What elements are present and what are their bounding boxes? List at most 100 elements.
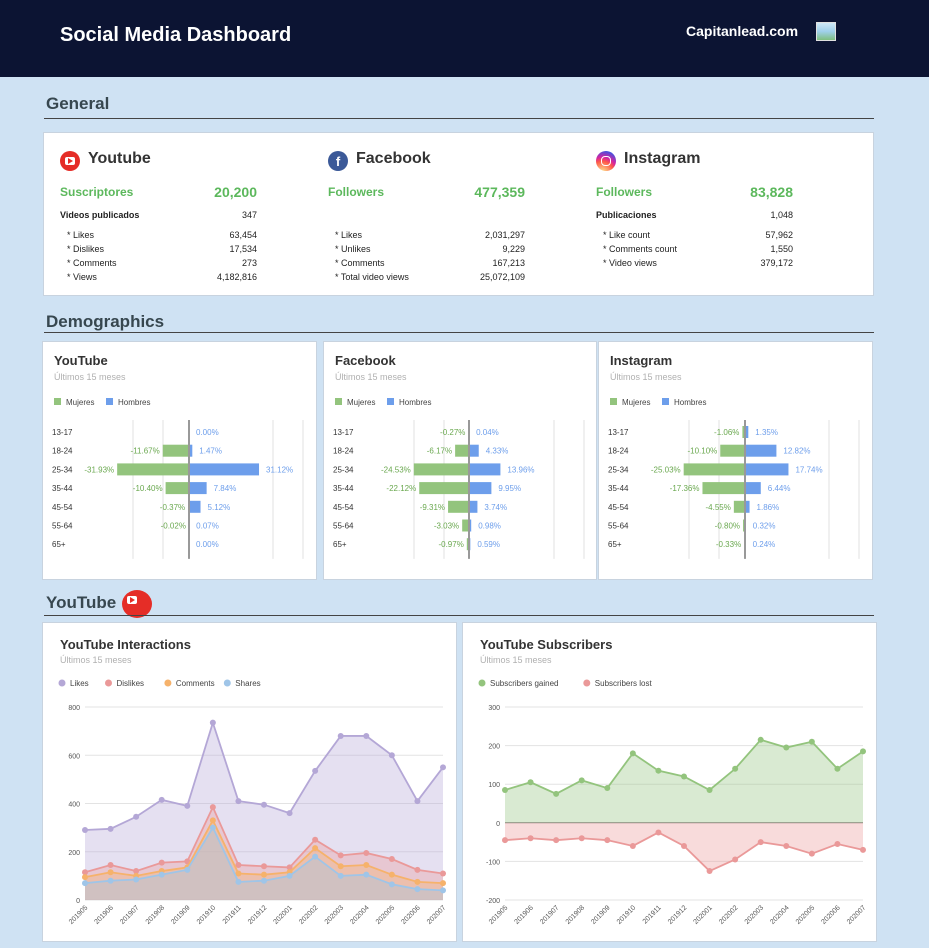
chart-title: YouTube Interactions xyxy=(60,637,191,652)
x-tick-label: 202004 xyxy=(769,904,791,926)
data-point xyxy=(184,803,190,809)
data-point xyxy=(312,768,318,774)
section-divider xyxy=(44,332,874,333)
data-point xyxy=(414,798,420,804)
data-point xyxy=(133,814,139,820)
data-point xyxy=(82,874,88,880)
chart-subtitle: Últimos 15 meses xyxy=(335,372,407,382)
data-point xyxy=(553,791,559,797)
data-point xyxy=(502,837,508,843)
data-label: 0.07% xyxy=(196,522,219,531)
data-label: -0.27% xyxy=(440,428,465,437)
data-point xyxy=(210,804,216,810)
facebook-icon: f xyxy=(328,151,348,171)
data-point xyxy=(630,843,636,849)
legend-marker xyxy=(105,680,112,687)
data-point xyxy=(758,839,764,845)
bar-hombres xyxy=(469,463,500,475)
data-label: -0.80% xyxy=(715,522,740,531)
x-tick-label: 202005 xyxy=(795,904,817,926)
data-point xyxy=(707,787,713,793)
y-tick-label: 800 xyxy=(68,705,80,712)
x-tick-label: 201907 xyxy=(119,904,141,926)
data-point xyxy=(235,798,241,804)
data-point xyxy=(108,878,114,884)
metric-label: * Likes xyxy=(335,230,362,240)
data-label: -25.03% xyxy=(651,465,681,474)
data-label: -4.55% xyxy=(705,503,730,512)
network-name: Instagram xyxy=(624,150,700,168)
chart-subtitle: Últimos 15 meses xyxy=(480,655,552,665)
network-name: Facebook xyxy=(356,150,431,168)
data-label: -3.03% xyxy=(434,522,459,531)
metric-value: 25,072,109 xyxy=(448,272,525,282)
data-point xyxy=(579,777,585,783)
age-label: 55-64 xyxy=(333,522,354,531)
section-title-youtube: YouTube xyxy=(46,593,116,613)
y-tick-label: 400 xyxy=(68,802,80,809)
bar-mujeres xyxy=(684,463,745,475)
age-label: 25-34 xyxy=(52,465,73,474)
x-tick-label: 201909 xyxy=(590,904,612,926)
data-label: -17.36% xyxy=(670,484,700,493)
data-point xyxy=(732,766,738,772)
data-point xyxy=(312,845,318,851)
data-point xyxy=(338,863,344,869)
data-point xyxy=(363,733,369,739)
data-point xyxy=(860,748,866,754)
data-point xyxy=(440,764,446,770)
brand-name[interactable]: Capitanlead.com xyxy=(686,23,798,39)
data-point xyxy=(261,878,267,884)
legend-label: Shares xyxy=(235,679,260,688)
data-point xyxy=(502,787,508,793)
data-point xyxy=(82,827,88,833)
kpi-value: 477,359 xyxy=(428,184,525,200)
data-point xyxy=(604,837,610,843)
data-point xyxy=(834,841,840,847)
age-label: 25-34 xyxy=(608,465,629,474)
data-label: -1.06% xyxy=(714,428,739,437)
data-point xyxy=(389,881,395,887)
chart-title: YouTube xyxy=(54,353,108,368)
data-point xyxy=(414,886,420,892)
x-tick-label: 202006 xyxy=(820,904,842,926)
instagram-icon xyxy=(596,151,616,171)
sub-label: Videos publicados xyxy=(60,210,139,220)
y-tick-label: -200 xyxy=(486,898,500,905)
metric-value: 4,182,816 xyxy=(180,272,257,282)
y-tick-label: 100 xyxy=(488,782,500,789)
age-label: 45-54 xyxy=(333,503,354,512)
age-label: 45-54 xyxy=(608,503,629,512)
age-label: 18-24 xyxy=(52,447,73,456)
age-label: 25-34 xyxy=(333,465,354,474)
age-label: 18-24 xyxy=(608,447,629,456)
bar-mujeres xyxy=(462,520,469,532)
section-title-general: General xyxy=(46,94,109,114)
bar-hombres xyxy=(189,482,207,494)
x-tick-label: 201908 xyxy=(145,904,167,926)
x-tick-label: 201911 xyxy=(642,904,663,925)
dashboard-title: Social Media Dashboard xyxy=(60,24,291,47)
data-point xyxy=(159,860,165,866)
data-point xyxy=(159,797,165,803)
metric-value: 17,534 xyxy=(180,244,257,254)
metric-value: 379,172 xyxy=(716,258,793,268)
data-point xyxy=(210,817,216,823)
data-point xyxy=(604,785,610,791)
data-label: -0.33% xyxy=(716,540,741,549)
metric-label: * Likes xyxy=(67,230,94,240)
metric-label: * Views xyxy=(67,272,97,282)
y-tick-label: 0 xyxy=(76,898,80,905)
data-label: 0.59% xyxy=(477,540,500,549)
y-tick-label: 0 xyxy=(496,821,500,828)
data-label: -10.40% xyxy=(133,484,163,493)
data-point xyxy=(210,720,216,726)
data-point xyxy=(287,873,293,879)
legend-label: Dislikes xyxy=(117,679,145,688)
kpi-label: Followers xyxy=(328,185,384,199)
metric-label: * Comments count xyxy=(603,244,677,254)
